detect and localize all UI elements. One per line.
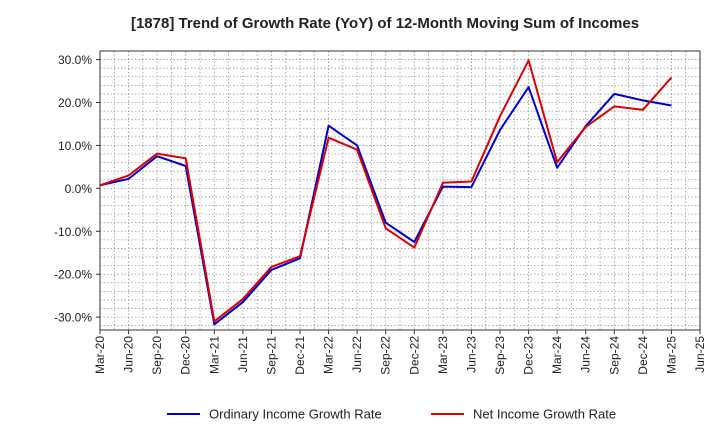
x-tick-label: Jun-20: [122, 336, 136, 373]
y-tick-label: -10.0%: [54, 225, 92, 239]
y-tick-label: 20.0%: [58, 96, 92, 110]
x-tick-label: Jun-21: [236, 336, 250, 373]
x-tick-label: Mar-20: [93, 336, 107, 374]
legend-label: Ordinary Income Growth Rate: [209, 407, 382, 422]
x-tick-label: Sep-21: [264, 336, 278, 375]
x-tick-label: Jun-23: [464, 336, 478, 373]
legend-label: Net Income Growth Rate: [473, 407, 616, 422]
y-tick-label: 10.0%: [58, 139, 92, 153]
x-tick-label: Dec-21: [293, 336, 307, 375]
x-tick-label: Dec-20: [179, 336, 193, 375]
x-tick-label: Sep-24: [607, 336, 621, 375]
plot-frame: [99, 50, 701, 331]
x-tick-label: Mar-21: [207, 336, 221, 374]
y-tick-label: -20.0%: [54, 268, 92, 282]
x-tick-label: Sep-20: [150, 336, 164, 375]
x-tick-label: Dec-24: [636, 336, 650, 375]
x-tick-label: Dec-23: [522, 336, 536, 375]
x-tick-label: Mar-24: [550, 336, 564, 374]
x-tick-label: Mar-25: [664, 336, 678, 374]
x-tick-label: Mar-22: [322, 336, 336, 374]
y-tick-label: -30.0%: [54, 311, 92, 325]
y-tick-label: 0.0%: [65, 182, 93, 196]
x-tick-label: Jun-24: [579, 336, 593, 373]
chart-title: [1878] Trend of Growth Rate (YoY) of 12-…: [130, 15, 640, 32]
x-tick-label: Sep-22: [379, 336, 393, 375]
x-tick-label: Sep-23: [493, 336, 507, 375]
y-tick-label: 30.0%: [58, 53, 92, 67]
x-tick-label: Jun-25: [693, 336, 707, 373]
x-tick-label: Dec-22: [407, 336, 421, 375]
series-line-net-income: [99, 59, 673, 323]
x-tick-label: Jun-22: [350, 336, 364, 373]
x-tick-label: Mar-23: [436, 336, 450, 374]
